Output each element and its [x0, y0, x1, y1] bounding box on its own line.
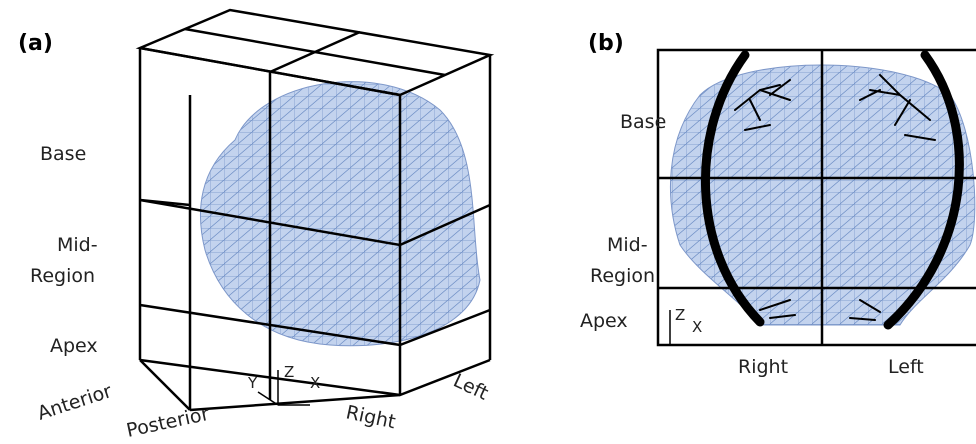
zone-label: Mid- [57, 234, 98, 256]
zone-label: Apex [50, 335, 98, 357]
axis-label: Z [284, 363, 294, 381]
zone-label: Region [30, 265, 95, 287]
figure: (a) Base Mid- Region Apex Anterior Poste… [0, 0, 976, 444]
panel-a: (a) Base Mid- Region Apex Anterior Poste… [18, 10, 492, 442]
axis-label: Y [247, 374, 258, 392]
panel-label: (b) [588, 31, 624, 56]
zone-label: Mid- [607, 234, 648, 256]
panel-b: (b) Base Mid- Region Apex Right Left Z X [580, 31, 976, 378]
direction-label: Posterior [124, 403, 211, 442]
direction-label: Left [888, 356, 924, 378]
axis-label: Z [675, 306, 685, 324]
heart-mesh [200, 82, 480, 346]
axis-label: X [692, 318, 702, 336]
direction-label: Right [738, 356, 788, 378]
direction-label: Left [450, 370, 492, 405]
zone-label: Base [40, 143, 86, 165]
direction-label: Right [344, 401, 398, 433]
zone-label: Apex [580, 310, 628, 332]
zone-label: Region [590, 265, 655, 287]
panel-label: (a) [18, 31, 53, 56]
axis-label: X [310, 374, 320, 392]
direction-label: Anterior [35, 380, 115, 425]
zone-label: Base [620, 111, 666, 133]
